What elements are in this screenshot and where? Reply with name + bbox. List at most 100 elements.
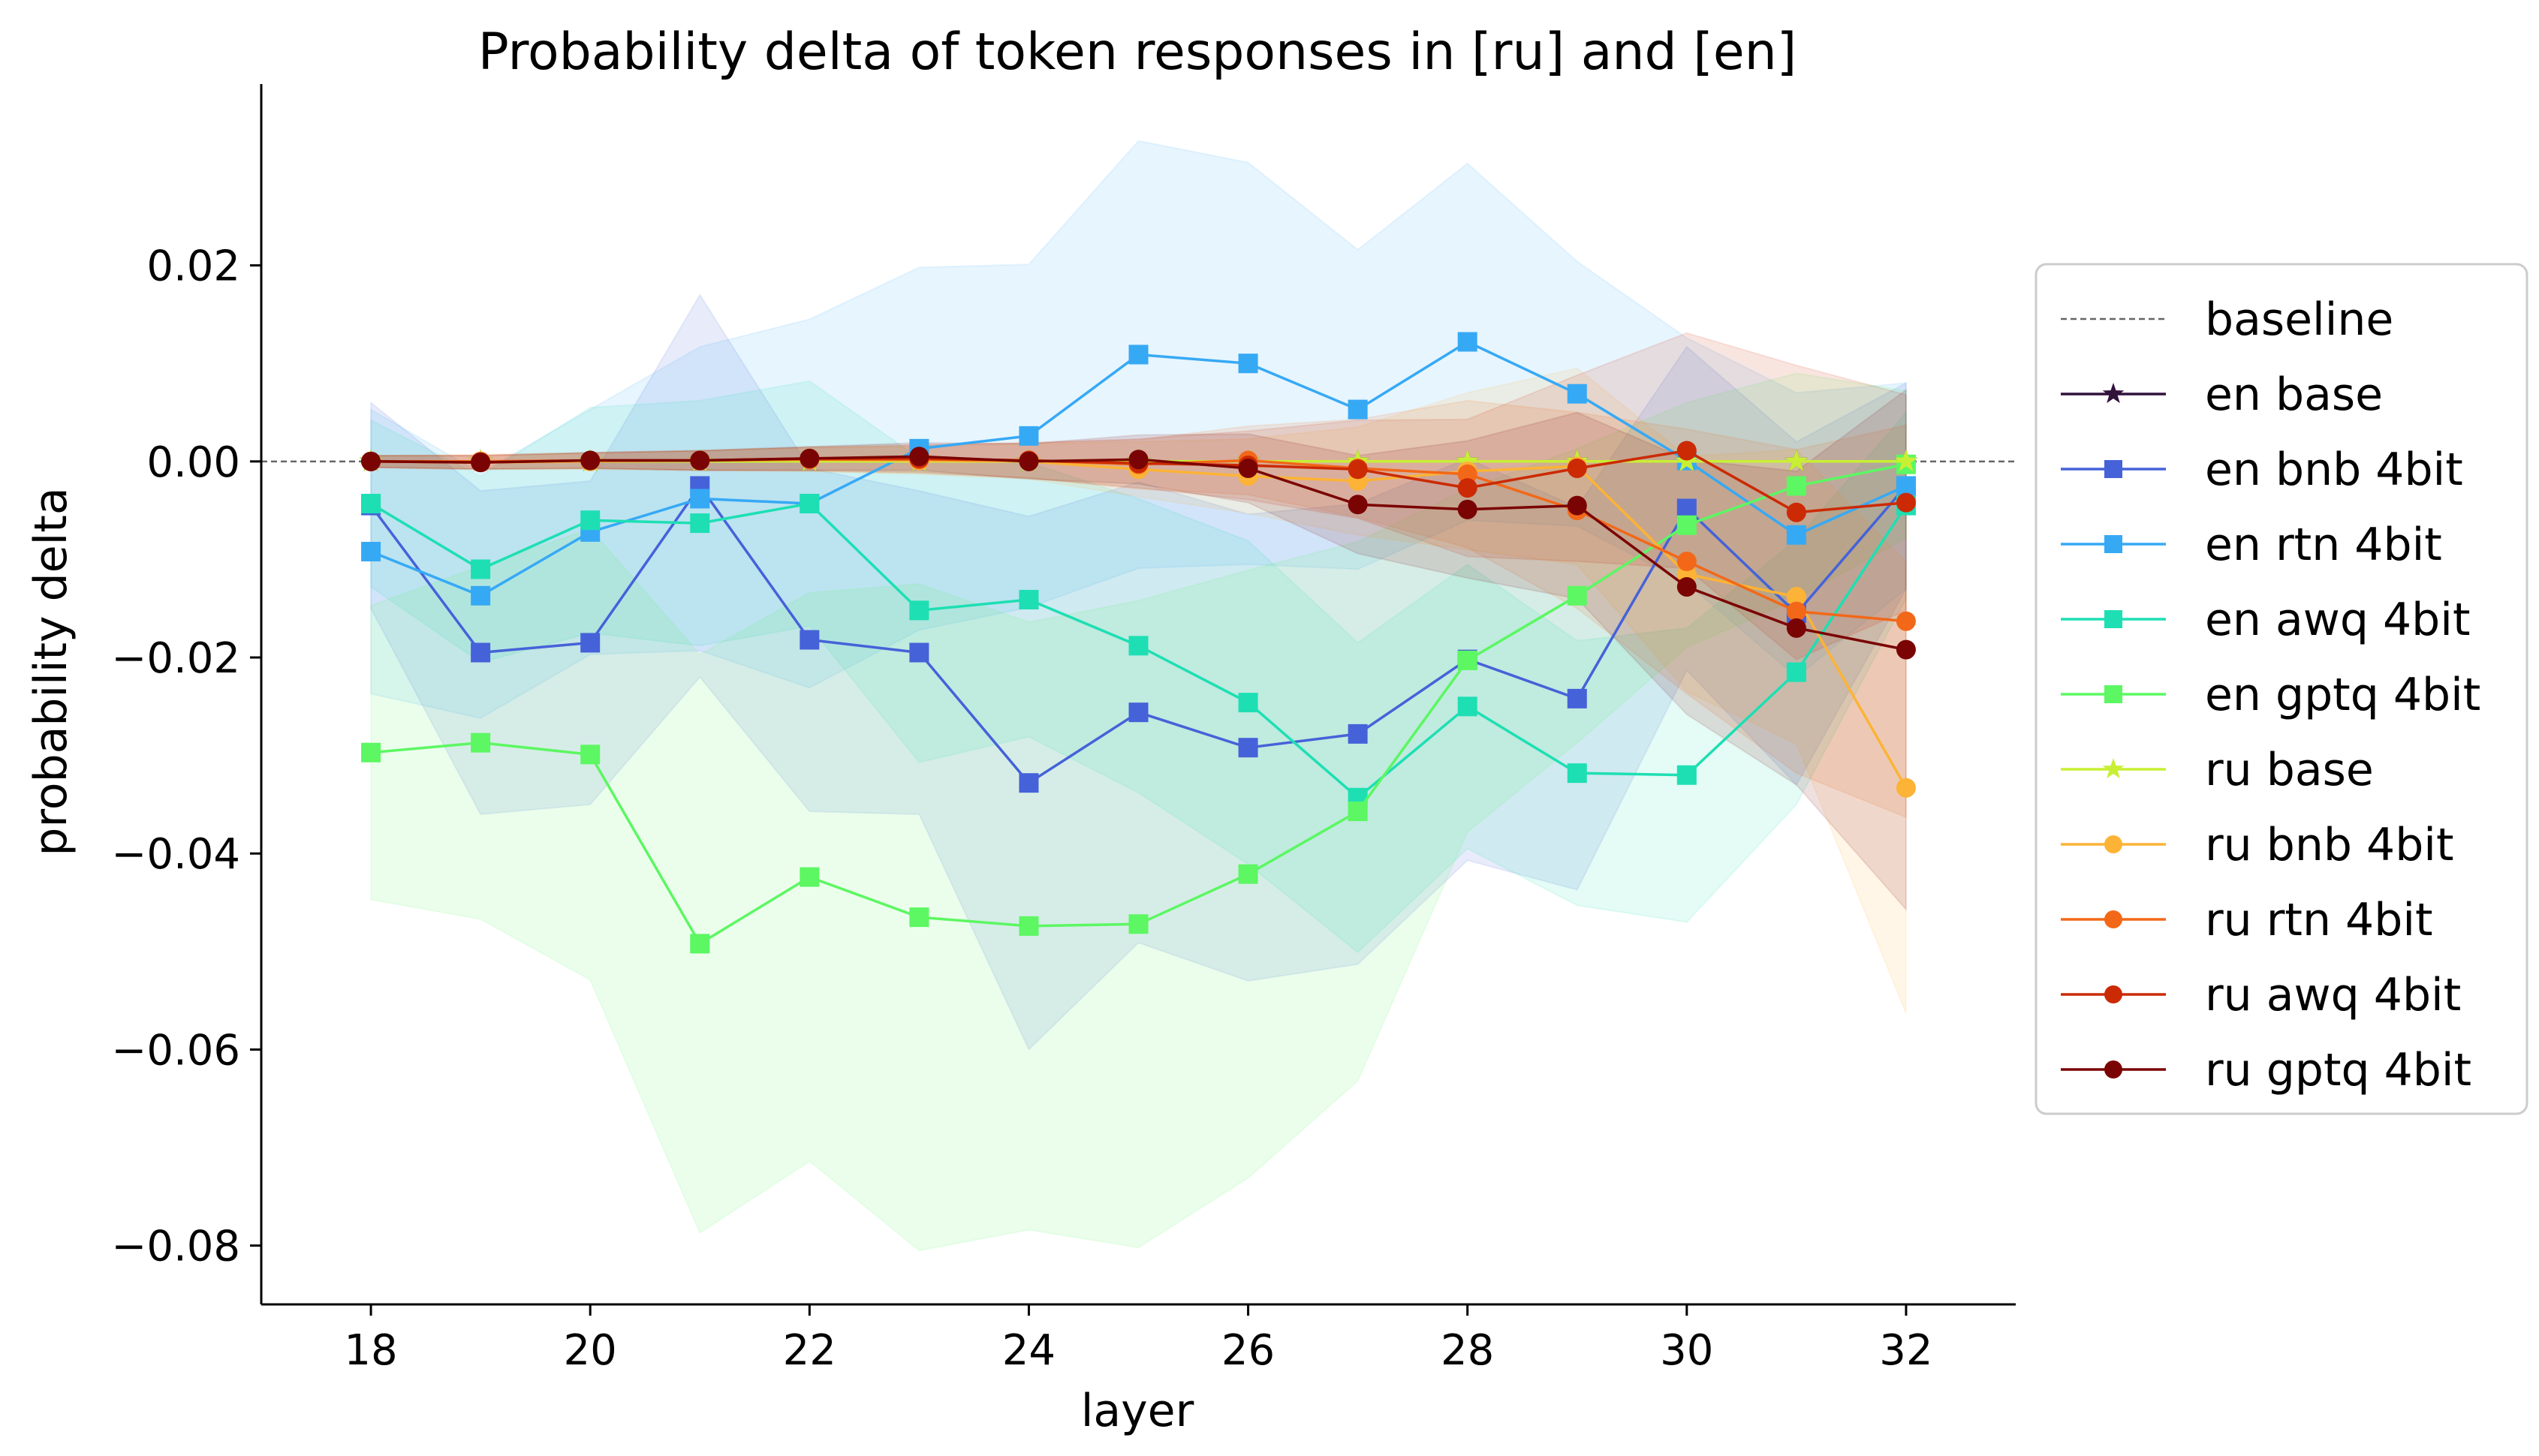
point-ru-gptq-4bit (1128, 450, 1149, 470)
point-en-awq-4bit (361, 493, 381, 513)
point-en-gptq-4bit (1567, 585, 1587, 606)
point-en-rtn-4bit (1457, 332, 1477, 352)
legend-marker (2104, 535, 2122, 553)
point-en-gptq-4bit (471, 733, 491, 753)
point-en-rtn-4bit (1128, 344, 1149, 365)
point-en-rtn-4bit (1238, 353, 1258, 374)
legend-label: en rtn 4bit (2205, 519, 2442, 571)
point-en-gptq-4bit (909, 907, 929, 928)
point-ru-awq-4bit (1896, 492, 1916, 513)
legend-label: en gptq 4bit (2205, 669, 2480, 721)
legend-label: en base (2205, 369, 2383, 421)
point-en-rtn-4bit (1786, 525, 1806, 545)
legend-entry-en-bnb-4bit: en bnb 4bit (2061, 444, 2463, 496)
point-en-bnb-4bit (1128, 702, 1149, 723)
point-ru-gptq-4bit (1019, 451, 1039, 471)
point-ru-base (1456, 449, 1480, 471)
point-ru-gptq-4bit (909, 447, 929, 467)
point-en-rtn-4bit (690, 489, 710, 509)
point-ru-bnb-4bit (1896, 778, 1916, 798)
point-en-gptq-4bit (1238, 864, 1258, 884)
band-en-gptq-4bit (370, 372, 1907, 1252)
point-en-awq-4bit (1128, 636, 1149, 656)
point-ru-awq-4bit (1676, 441, 1697, 461)
point-ru-gptq-4bit (1348, 495, 1368, 515)
point-en-rtn-4bit (1567, 384, 1587, 404)
point-ru-gptq-4bit (471, 453, 491, 473)
point-en-rtn-4bit (1019, 426, 1039, 446)
legend-label: en bnb 4bit (2205, 444, 2463, 496)
point-en-bnb-4bit (1348, 723, 1368, 744)
axes: 18 20 22 24 26 28 30 32 0.02 0.00 −0.02 −0.04 −0.06… (111, 84, 2016, 1375)
point-en-rtn-4bit (1896, 476, 1916, 496)
x-tick-label: 24 (1002, 1326, 1056, 1375)
x-ticks: 18 20 22 24 26 28 30 32 (344, 1304, 1933, 1375)
point-en-awq-4bit (580, 510, 601, 531)
series-en-awq-4bit (361, 493, 1916, 808)
point-en-awq-4bit (1238, 693, 1258, 713)
point-en-gptq-4bit (1457, 650, 1477, 670)
legend-entry-ru-awq-4bit: ru awq 4bit (2061, 969, 2461, 1021)
point-ru-rtn-4bit (1786, 601, 1806, 621)
legend-marker (2104, 835, 2122, 853)
x-tick-label: 30 (1660, 1326, 1713, 1375)
point-en-gptq-4bit (1348, 802, 1368, 822)
point-en-gptq-4bit (800, 867, 820, 887)
point-en-gptq-4bit (1019, 916, 1039, 936)
legend-entry-en-rtn-4bit: en rtn 4bit (2061, 519, 2442, 571)
legend-entry-ru-bnb-4bit: ru bnb 4bit (2061, 819, 2454, 871)
point-en-awq-4bit (1567, 763, 1587, 784)
point-ru-gptq-4bit (800, 448, 820, 468)
point-ru-awq-4bit (1348, 459, 1368, 480)
point-ru-gptq-4bit (1676, 576, 1697, 597)
legend-marker (2104, 985, 2122, 1003)
confidence-bands (370, 140, 1907, 1252)
point-ru-gptq-4bit (1457, 499, 1477, 519)
legend-entry-ru-rtn-4bit: ru rtn 4bit (2061, 894, 2433, 946)
point-en-awq-4bit (1457, 696, 1477, 717)
point-en-awq-4bit (1019, 589, 1039, 609)
band-en-rtn-4bit (370, 140, 1907, 720)
x-axis-label: layer (1081, 1385, 1194, 1437)
legend-entry-en-awq-4bit: en awq 4bit (2061, 594, 2470, 646)
legend-entry-ru-gptq-4bit: ru gptq 4bit (2061, 1044, 2471, 1097)
point-en-awq-4bit (471, 559, 491, 579)
point-ru-bnb-4bit (1786, 587, 1806, 607)
legend-marker (2104, 685, 2122, 703)
legend-label: ru base (2205, 744, 2374, 796)
legend-marker (2102, 383, 2125, 404)
x-tick-label: 26 (1221, 1326, 1275, 1375)
point-ru-rtn-4bit (1896, 611, 1916, 631)
point-ru-awq-4bit (1567, 458, 1587, 478)
point-ru-base (1894, 449, 1918, 471)
point-en-gptq-4bit (690, 934, 710, 954)
y-tick-label: −0.02 (111, 634, 240, 683)
point-en-gptq-4bit (1786, 476, 1806, 496)
point-en-awq-4bit (800, 493, 820, 513)
point-en-bnb-4bit (1676, 498, 1697, 519)
point-ru-awq-4bit (1457, 478, 1477, 498)
x-tick-label: 22 (783, 1326, 836, 1375)
point-ru-gptq-4bit (1567, 495, 1587, 516)
point-en-awq-4bit (1676, 765, 1697, 785)
legend-entry-en-base: en base (2061, 369, 2383, 421)
legend-marker (2104, 460, 2122, 478)
legend-entry-baseline: baseline (2061, 293, 2393, 346)
legend-marker (2102, 758, 2125, 779)
point-en-gptq-4bit (580, 745, 601, 765)
legend-marker (2104, 910, 2122, 928)
y-axis-label: probability delta (25, 487, 77, 856)
x-tick-label: 32 (1879, 1326, 1932, 1375)
point-en-gptq-4bit (361, 742, 381, 763)
x-tick-label: 18 (344, 1326, 397, 1375)
point-en-bnb-4bit (909, 642, 929, 663)
point-ru-base (1785, 449, 1809, 471)
legend-label: en awq 4bit (2205, 594, 2470, 646)
point-ru-awq-4bit (1786, 502, 1806, 522)
point-en-bnb-4bit (1238, 738, 1258, 758)
point-en-awq-4bit (1786, 662, 1806, 682)
y-tick-label: −0.06 (111, 1026, 240, 1075)
point-en-bnb-4bit (580, 633, 601, 653)
point-ru-gptq-4bit (1786, 618, 1806, 638)
